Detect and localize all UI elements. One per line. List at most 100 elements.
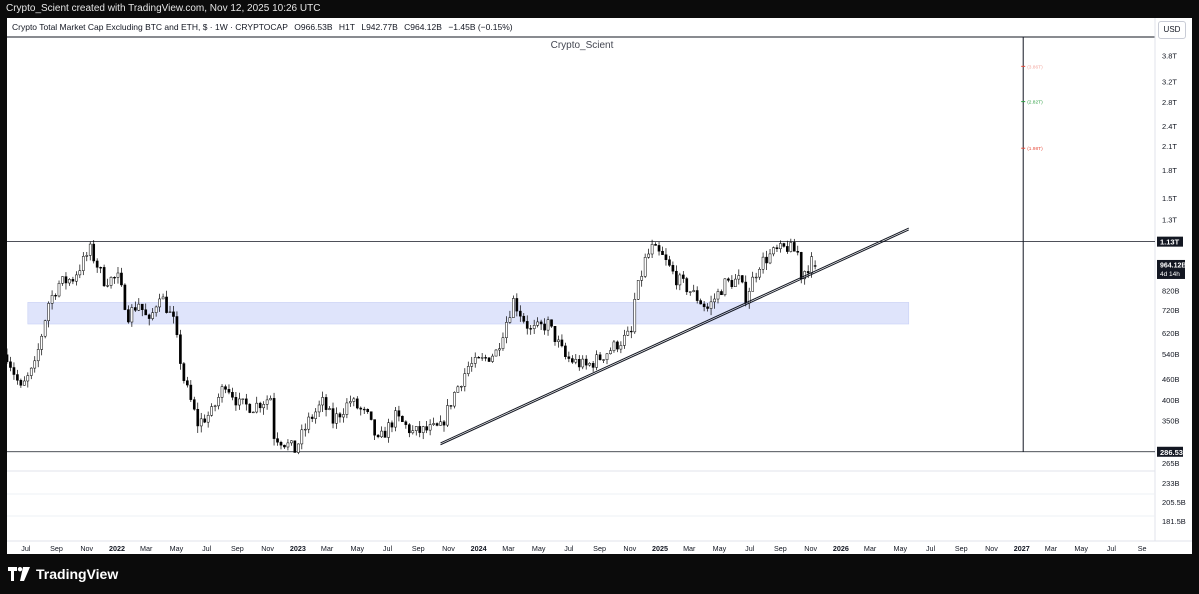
chart-panel[interactable]: (3.86T) (2.82T) (1.98T) 3.8T 3.2T 2.8T 2.4T 2.1… xyxy=(7,18,1192,554)
attribution-bar: Crypto_Scient created with TradingView.c… xyxy=(0,0,1199,18)
candle xyxy=(740,275,744,283)
y-tick-label: 1.8T xyxy=(1162,166,1177,175)
candle xyxy=(751,276,755,292)
candle xyxy=(657,245,661,252)
candle xyxy=(380,430,383,438)
y-tick-label: 1.5T xyxy=(1162,194,1177,203)
candle xyxy=(432,423,435,425)
candle xyxy=(199,418,203,427)
candle xyxy=(182,363,186,381)
candle xyxy=(470,363,474,367)
candle xyxy=(421,426,425,433)
candle xyxy=(196,408,200,427)
candle xyxy=(650,244,654,255)
candle xyxy=(373,419,376,436)
tradingview-brand[interactable]: TradingView xyxy=(8,566,118,582)
candle xyxy=(359,407,363,410)
x-tick-label: 2025 xyxy=(652,544,668,553)
candle xyxy=(331,408,335,424)
x-tick-label: Se xyxy=(1138,544,1147,553)
tradingview-logo-icon xyxy=(8,567,30,581)
candle xyxy=(362,408,366,411)
candle xyxy=(539,321,543,325)
candle xyxy=(640,276,644,281)
candle xyxy=(57,283,61,297)
candle xyxy=(546,319,550,331)
candle xyxy=(695,290,699,301)
candle xyxy=(95,260,99,268)
candle xyxy=(276,438,279,443)
candle xyxy=(737,275,741,280)
y-tick-label: 2.8T xyxy=(1162,98,1177,107)
candle xyxy=(113,277,116,279)
candle xyxy=(61,276,64,284)
candle xyxy=(525,321,529,329)
candle xyxy=(449,405,453,407)
candle xyxy=(36,349,40,362)
candle xyxy=(203,418,207,423)
y-tick-label: 233B xyxy=(1162,479,1180,488)
candle xyxy=(127,309,130,323)
candle xyxy=(612,341,616,351)
candle xyxy=(782,243,786,247)
candle xyxy=(654,244,657,246)
bar-countdown-label: 4d 14h xyxy=(1160,271,1180,278)
candle xyxy=(789,242,793,252)
candle xyxy=(47,303,50,322)
x-tick-label: Nov xyxy=(261,544,274,553)
trendline-upper xyxy=(440,227,909,444)
brand-label: TradingView xyxy=(36,566,119,582)
candle xyxy=(692,290,696,292)
y-tick-label: 2.4T xyxy=(1162,122,1177,131)
candle xyxy=(581,358,585,368)
x-tick-label: May xyxy=(894,544,908,553)
candle xyxy=(310,416,314,419)
y-tick-label: 205.5B xyxy=(1162,498,1186,507)
candle xyxy=(404,421,408,425)
candle xyxy=(675,270,678,286)
candle xyxy=(425,426,428,431)
attribution-text: Crypto_Scient created with TradingView.c… xyxy=(6,3,321,14)
y-tick-label: 3.8T xyxy=(1162,51,1177,60)
candle xyxy=(397,410,401,417)
candle xyxy=(64,276,68,284)
candle xyxy=(473,357,477,364)
x-tick-label: Jul xyxy=(1107,544,1117,553)
candle xyxy=(560,339,564,347)
candle xyxy=(234,397,238,406)
candle xyxy=(574,359,578,363)
candle xyxy=(12,367,16,375)
x-tick-label: Sep xyxy=(412,544,425,553)
candle xyxy=(529,328,533,330)
candle xyxy=(283,444,286,448)
candle xyxy=(19,380,23,386)
candle xyxy=(786,246,789,252)
candle xyxy=(9,361,12,368)
x-tick-label: Sep xyxy=(231,544,244,553)
candle xyxy=(26,375,30,382)
candle xyxy=(723,278,727,296)
candle xyxy=(154,306,158,313)
candle xyxy=(269,398,272,401)
candle xyxy=(161,296,165,300)
currency-button[interactable]: USD xyxy=(1158,21,1186,39)
chart-canvas[interactable]: (3.86T) (2.82T) (1.98T) 3.8T 3.2T 2.8T 2.4T 2.1… xyxy=(7,18,1192,554)
candle xyxy=(352,398,356,402)
demand-zone xyxy=(27,302,910,325)
candle xyxy=(605,353,609,360)
candle xyxy=(192,399,196,410)
candle xyxy=(626,330,630,336)
candle xyxy=(349,401,352,404)
candle xyxy=(85,255,89,257)
candle xyxy=(78,270,82,276)
candle xyxy=(248,403,252,413)
candle xyxy=(231,392,234,398)
candle xyxy=(376,434,380,438)
y-tick-label: 720B xyxy=(1162,306,1180,315)
candle xyxy=(508,317,512,323)
trendline-lower xyxy=(440,229,909,446)
candle xyxy=(297,443,300,453)
candle xyxy=(602,359,605,361)
x-tick-label: 2027 xyxy=(1014,544,1030,553)
candle xyxy=(286,442,290,448)
